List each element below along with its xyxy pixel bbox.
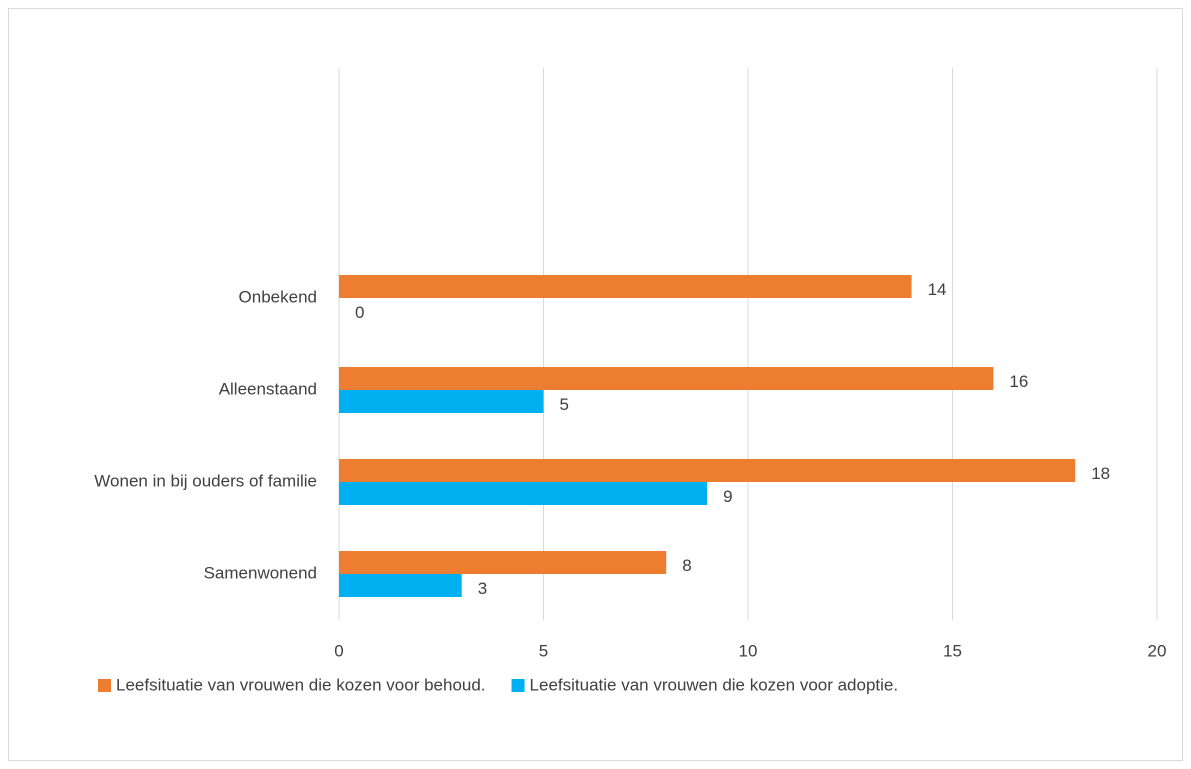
y-tick-label: Samenwonend (204, 563, 317, 582)
data-label: 0 (355, 303, 364, 322)
bar (339, 367, 994, 390)
bar (339, 551, 667, 574)
x-tick-label: 15 (943, 641, 962, 660)
legend-swatch (511, 679, 525, 692)
bar (339, 275, 912, 298)
data-label: 8 (682, 556, 691, 575)
data-label: 3 (478, 579, 487, 598)
bar (339, 482, 708, 505)
y-tick-label: Wonen in bij ouders of familie (94, 471, 317, 490)
bar (339, 390, 544, 413)
legend-label: Leefsituatie van vrouwen die kozen voor … (530, 675, 899, 694)
data-label: 5 (560, 395, 569, 414)
x-tick-label: 0 (334, 641, 343, 660)
y-tick-label: Onbekend (239, 287, 317, 306)
x-tick-label: 5 (539, 641, 548, 660)
data-label: 16 (1009, 372, 1028, 391)
y-tick-label: Alleenstaand (219, 379, 317, 398)
data-label: 18 (1091, 464, 1110, 483)
x-tick-label: 10 (739, 641, 758, 660)
bar (339, 574, 462, 597)
legend-label: Leefsituatie van vrouwen die kozen voor … (116, 675, 486, 694)
data-label: 9 (723, 487, 732, 506)
legend-swatch (98, 679, 111, 692)
bar (339, 459, 1076, 482)
x-tick-label: 20 (1148, 641, 1167, 660)
data-label: 14 (928, 280, 947, 299)
